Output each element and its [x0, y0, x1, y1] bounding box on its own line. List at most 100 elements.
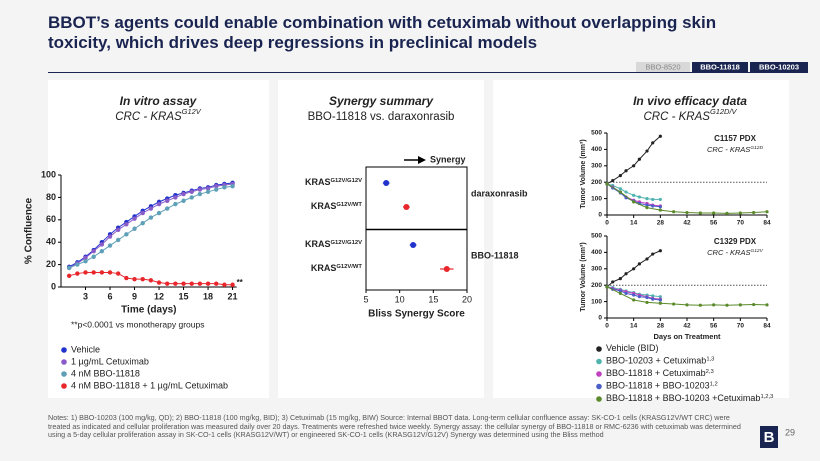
- x-tick-label: 0: [605, 323, 609, 330]
- category-label: KRASG12V/WT: [311, 201, 363, 211]
- data-point: [765, 210, 769, 214]
- legend-marker: [596, 383, 602, 390]
- data-point: [403, 204, 410, 210]
- data-point: [658, 208, 662, 212]
- data-point: [618, 190, 622, 194]
- data-point: [173, 281, 178, 286]
- legend-label: Vehicle (BID): [606, 343, 659, 353]
- panel-title: In vitro assay: [120, 94, 198, 108]
- panel-subtitle: CRC - KRASG12V: [115, 107, 202, 123]
- legend-label: 4 nM BBO-11818: [71, 368, 140, 378]
- x-tick-label: 42: [683, 220, 691, 227]
- y-tick-label: 100: [591, 298, 602, 305]
- data-point: [624, 190, 628, 194]
- category-label: KRASG12V/G12V: [305, 239, 362, 249]
- data-point: [645, 149, 649, 153]
- data-point: [214, 184, 219, 189]
- data-point: [618, 291, 622, 295]
- data-point: [651, 252, 655, 256]
- data-point: [658, 295, 662, 299]
- data-point: [698, 303, 702, 307]
- data-point: [107, 270, 113, 275]
- data-point: [632, 298, 636, 302]
- y-tick-label: 400: [591, 249, 602, 256]
- data-point: [632, 293, 636, 297]
- y-tick-label: 80: [46, 192, 56, 202]
- data-point: [658, 205, 662, 209]
- tab-label: BBO-10203: [759, 62, 799, 71]
- data-point: [205, 281, 211, 286]
- x-tick-label: 15: [179, 291, 189, 301]
- x-tick-label: 56: [710, 323, 718, 330]
- x-tick-label: 18: [203, 291, 213, 301]
- data-point: [752, 210, 756, 215]
- data-point: [99, 270, 105, 275]
- y-tick-label: 0: [598, 315, 602, 322]
- x-axis-label: Time (days): [121, 305, 176, 316]
- data-point: [107, 243, 113, 248]
- y-tick-label: 20: [46, 259, 56, 269]
- data-point: [124, 222, 129, 227]
- x-tick-label: 56: [710, 220, 718, 227]
- legend-marker: [596, 346, 602, 352]
- x-tick-label: 70: [737, 323, 745, 330]
- data-point: [618, 289, 622, 293]
- panel: [493, 80, 789, 398]
- y-axis-label: Tumor Volume (mm³): [580, 139, 587, 208]
- data-point: [75, 271, 80, 276]
- data-point: [658, 197, 662, 202]
- notes: Notes: 1) BBO-10203 (100 mg/kg, QD); 2) …: [48, 413, 741, 440]
- data-point: [214, 281, 219, 286]
- superscript: 1,2: [710, 381, 718, 387]
- x-tick-label: 10: [395, 294, 405, 304]
- data-point: [752, 302, 756, 307]
- y-tick-label: 300: [591, 266, 602, 273]
- data-point: [91, 248, 96, 254]
- logo-box: [760, 426, 778, 448]
- data-point: [624, 272, 628, 276]
- plot-frame: [365, 166, 468, 291]
- y-tick-label: 100: [591, 195, 602, 202]
- slide-title: BBOT’s agents could enable combination w…: [48, 13, 716, 52]
- data-point: [181, 281, 186, 286]
- data-point: [672, 302, 676, 306]
- annotation: Synergy: [430, 154, 466, 164]
- data-point: [738, 211, 742, 215]
- data-point: [618, 174, 622, 178]
- y-tick-label: 0: [51, 281, 56, 291]
- x-tick-label: 70: [737, 220, 745, 227]
- x-tick-label: 84: [763, 323, 771, 330]
- data-point: [712, 303, 716, 307]
- data-point: [173, 195, 178, 200]
- annotation: **: [237, 278, 244, 287]
- data-point: [230, 184, 235, 189]
- category-label: KRASG12V/WT: [311, 263, 363, 273]
- data-point: [443, 266, 450, 272]
- panel-subtitle: BBO-11818 vs. daraxonrasib: [308, 111, 455, 123]
- legend-marker: [61, 371, 67, 377]
- data-point: [132, 226, 137, 231]
- title-text: toxicity, which drives deep regressions …: [48, 33, 537, 52]
- data-point: [91, 270, 96, 275]
- data-point: [685, 210, 689, 215]
- x-tick-label: 28: [657, 323, 665, 330]
- data-point: [140, 210, 145, 216]
- data-point: [156, 210, 162, 216]
- data-point: [124, 232, 129, 237]
- data-point: [637, 157, 641, 161]
- data-point: [205, 186, 211, 191]
- x-tick-label: 6: [108, 291, 113, 301]
- data-point: [712, 211, 716, 215]
- superscript: G12V/G12V: [330, 240, 362, 246]
- data-point: [410, 242, 417, 248]
- data-point: [611, 178, 615, 183]
- panel: [48, 80, 269, 398]
- data-point: [83, 270, 88, 275]
- data-point: [605, 285, 609, 289]
- data-point: [383, 180, 390, 186]
- y-axis-label: % Confluence: [24, 198, 35, 265]
- data-point: [214, 187, 219, 192]
- data-point: [132, 216, 137, 221]
- text-part: BBO-11818 + Cetuximab: [606, 368, 706, 378]
- logo: B: [764, 429, 775, 446]
